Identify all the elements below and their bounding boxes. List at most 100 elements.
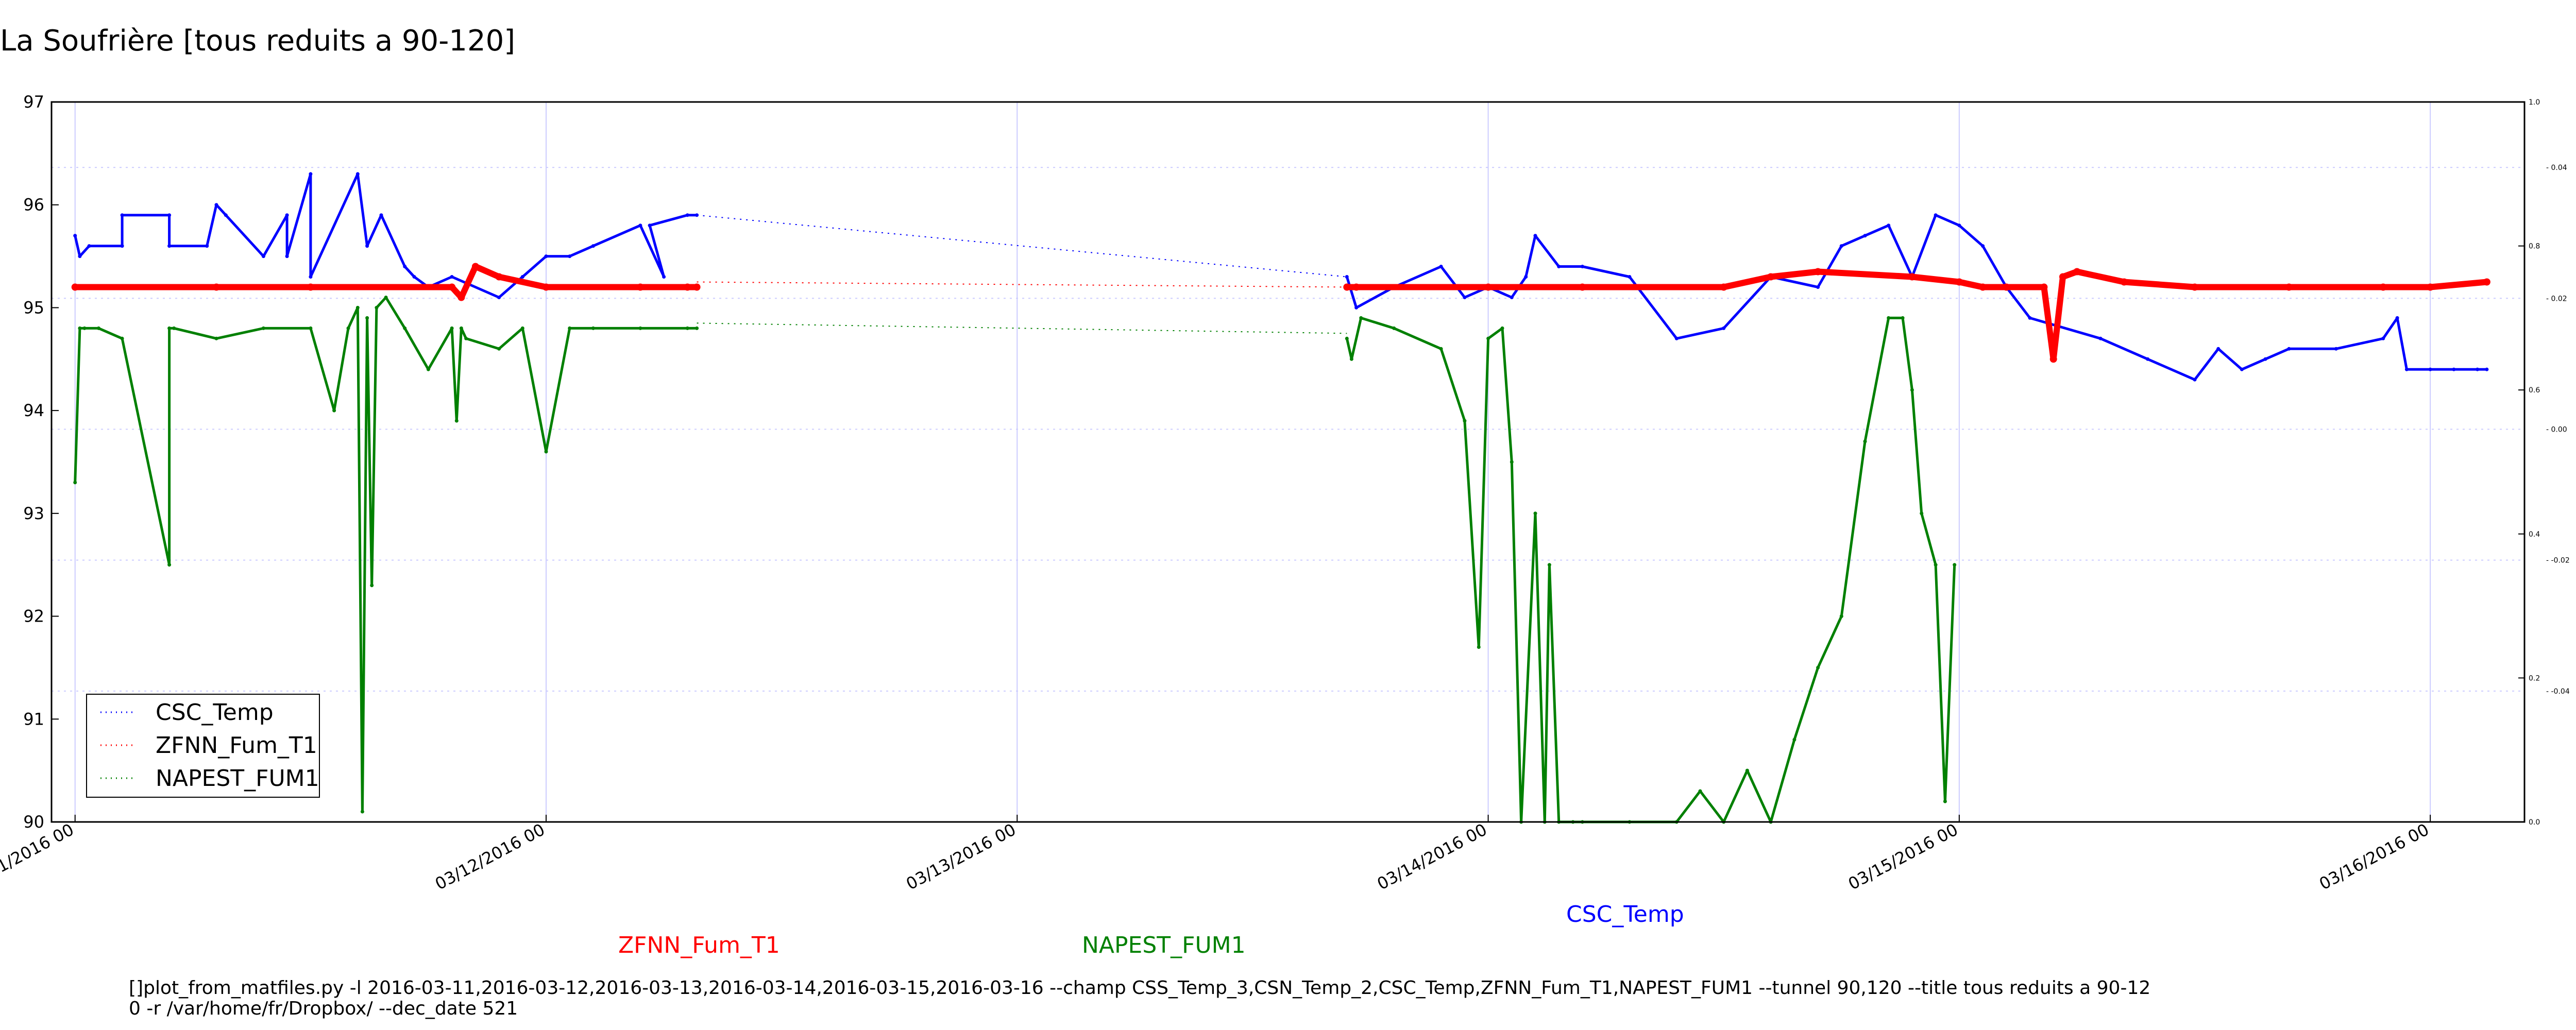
data-point xyxy=(1580,265,1584,268)
data-point xyxy=(1953,563,1957,567)
data-point xyxy=(520,326,524,330)
x-tick-label: 03/13/2016 00 xyxy=(903,820,1019,894)
data-point xyxy=(213,283,220,291)
data-point xyxy=(1901,316,1905,320)
data-point xyxy=(1463,419,1467,423)
data-point xyxy=(544,450,548,454)
right-inner-tick-label: - -0.04 xyxy=(2546,688,2570,696)
x-tick-label: 03/12/2016 00 xyxy=(432,820,548,894)
data-point xyxy=(471,263,479,270)
data-point xyxy=(464,336,468,340)
data-point xyxy=(120,244,124,248)
data-point xyxy=(309,326,313,330)
y-tick-label: 95 xyxy=(23,298,44,317)
data-point xyxy=(224,213,228,217)
data-point xyxy=(82,326,87,330)
data-point xyxy=(2120,278,2128,286)
series-zfnn-fum-t1 xyxy=(71,263,2490,363)
right-outer-tick-label: 0.6 xyxy=(2529,386,2540,394)
data-point xyxy=(285,254,289,259)
data-point xyxy=(403,326,407,330)
data-point xyxy=(1510,460,1514,464)
data-point xyxy=(2073,268,2081,276)
data-point xyxy=(2191,283,2198,291)
data-point xyxy=(2379,283,2387,291)
data-point xyxy=(1816,665,1820,670)
right-outer-tick-label: 0.0 xyxy=(2529,818,2540,827)
data-point xyxy=(2452,367,2456,371)
floating-label-napest-fum1: NAPEST_FUM1 xyxy=(1082,932,1246,958)
data-point xyxy=(1792,737,1797,742)
data-point xyxy=(167,213,172,217)
data-point xyxy=(360,810,364,814)
data-point xyxy=(78,254,82,259)
series-line xyxy=(74,173,697,299)
data-point xyxy=(403,265,407,268)
data-point xyxy=(1943,799,1947,803)
data-point xyxy=(2193,377,2197,382)
data-point xyxy=(426,367,430,371)
data-point xyxy=(309,275,313,279)
data-point xyxy=(1579,283,1586,291)
legend-entry-label: ZFNN_Fum_T1 xyxy=(156,732,317,759)
data-point xyxy=(457,294,465,301)
data-point xyxy=(459,326,463,330)
data-point xyxy=(2028,316,2032,320)
data-point xyxy=(346,326,350,330)
gap-connector xyxy=(697,322,1347,334)
data-point xyxy=(693,283,701,291)
data-point xyxy=(167,244,172,248)
data-point xyxy=(1439,265,1443,268)
data-point xyxy=(285,213,289,217)
data-point xyxy=(1674,336,1679,340)
data-point xyxy=(1547,563,1551,567)
floating-label-csc-temp: CSC_Temp xyxy=(1566,901,1684,928)
data-point xyxy=(448,283,456,291)
right-inner-tick-label: - 0.02 xyxy=(2546,295,2567,303)
right-outer-tick-label: 0.4 xyxy=(2529,530,2540,539)
data-point xyxy=(355,305,360,310)
data-point xyxy=(309,172,313,176)
data-point xyxy=(355,172,360,176)
data-point xyxy=(1349,357,1353,361)
data-point xyxy=(450,326,454,330)
data-point xyxy=(1920,511,1924,516)
series-line xyxy=(1345,214,2487,381)
data-point xyxy=(695,213,699,217)
data-point xyxy=(2040,283,2048,291)
data-point xyxy=(497,347,501,351)
data-point xyxy=(96,326,100,330)
data-point xyxy=(379,213,383,217)
data-point xyxy=(167,326,172,330)
gap-connector xyxy=(697,281,1347,288)
data-point xyxy=(2476,367,2480,371)
data-point xyxy=(1628,275,1632,279)
data-point xyxy=(1863,439,1867,443)
legend-box xyxy=(86,694,320,798)
y-tick-label: 96 xyxy=(23,195,44,215)
data-point xyxy=(78,326,82,330)
data-point xyxy=(1533,511,1537,516)
data-point xyxy=(1720,283,1727,291)
data-point xyxy=(214,203,218,207)
data-point xyxy=(520,275,524,279)
data-point xyxy=(1354,305,1359,310)
data-point xyxy=(1887,224,1891,228)
data-point xyxy=(2146,357,2150,361)
data-point xyxy=(214,336,218,340)
y-tick-label: 92 xyxy=(23,607,44,626)
y-tick-label: 90 xyxy=(23,812,44,832)
data-point xyxy=(695,326,699,330)
data-point xyxy=(1839,614,1843,619)
data-point xyxy=(1345,275,1349,279)
command-line-1: []plot_from_matfiles.py -l 2016-03-11,20… xyxy=(129,977,2150,999)
x-tick-label: 03/16/2016 00 xyxy=(2316,820,2432,894)
data-point xyxy=(684,283,691,291)
data-point xyxy=(638,224,642,228)
x-axis: 03/11/2016 00 03/12/2016 00 03/13/2016 00 0… xyxy=(0,815,2432,894)
data-point xyxy=(1722,326,1726,330)
data-point xyxy=(1934,213,1938,217)
data-point xyxy=(412,275,416,279)
x-tick-label: 03/15/2016 00 xyxy=(1845,820,1961,894)
data-point xyxy=(1863,234,1867,238)
